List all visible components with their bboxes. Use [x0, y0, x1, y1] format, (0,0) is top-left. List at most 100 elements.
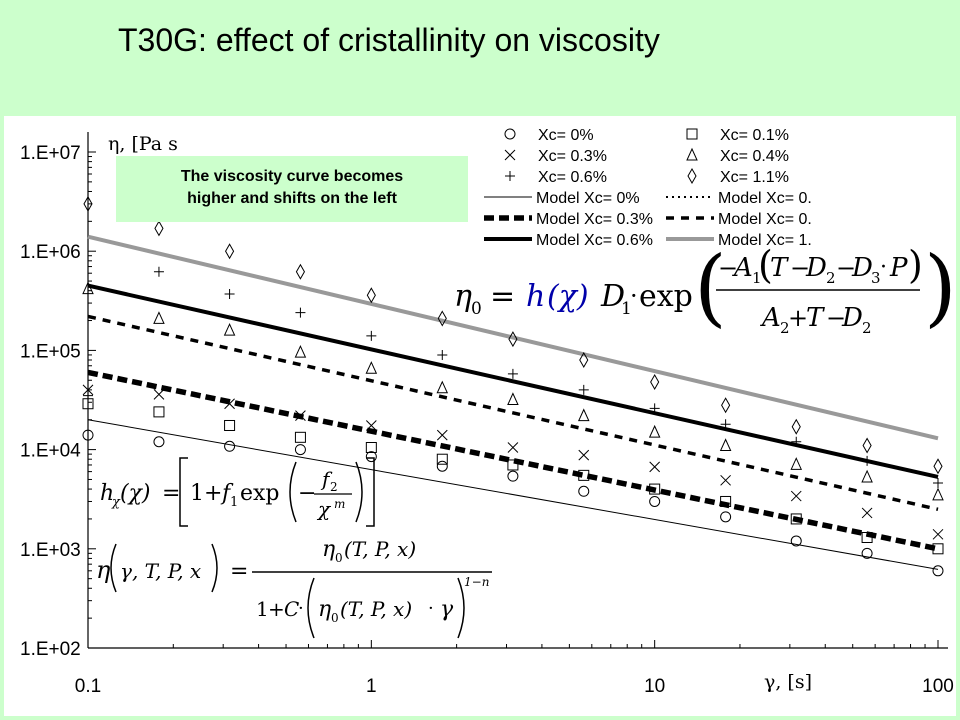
- svg-text:(χ): (χ): [120, 481, 151, 506]
- data-point: [790, 535, 802, 547]
- data-point: [365, 361, 378, 374]
- data-point: [507, 442, 519, 453]
- data-point: [153, 389, 165, 400]
- data-point: [648, 424, 661, 438]
- svg-text:exp: exp: [240, 481, 280, 506]
- svg-text:A: A: [732, 253, 753, 283]
- svg-text:·: ·: [298, 598, 304, 619]
- data-point: [436, 429, 448, 441]
- svg-text:): ): [908, 243, 923, 287]
- data-point: [82, 384, 94, 396]
- data-point: [153, 311, 165, 324]
- svg-text:(T, P, x): (T, P, x): [340, 597, 412, 621]
- svg-text:·: ·: [428, 598, 434, 619]
- x-tick-label: 0.1: [75, 676, 101, 697]
- data-point: [225, 243, 235, 260]
- legend-label: Xc= 0.3%: [538, 148, 607, 165]
- data-point: [719, 438, 732, 451]
- legend-marker: [505, 171, 515, 181]
- legend-label: Model Xc= 0.: [718, 211, 812, 228]
- model-line: [87, 234, 939, 441]
- data-point: [82, 281, 94, 295]
- y-tick-label: 1.E+05: [20, 341, 81, 362]
- svg-text:1−n: 1−n: [464, 575, 489, 589]
- data-point: [153, 406, 165, 418]
- data-point: [790, 490, 802, 502]
- svg-text:D: D: [600, 279, 625, 314]
- data-point: [578, 384, 589, 395]
- data-point: [578, 449, 590, 461]
- svg-text:2: 2: [330, 480, 338, 494]
- data-point: [294, 344, 307, 358]
- svg-text:(: (: [694, 238, 727, 336]
- svg-text:D: D: [805, 253, 827, 283]
- y-tick-label: 1.E+02: [20, 639, 81, 660]
- svg-text:η: η: [318, 597, 331, 622]
- legend-marker: [504, 128, 516, 140]
- data-point: [861, 531, 873, 543]
- data-point: [366, 330, 377, 341]
- data-point: [436, 460, 448, 472]
- svg-text:η: η: [454, 279, 472, 314]
- svg-text:−: −: [298, 481, 316, 506]
- svg-text:2: 2: [862, 319, 872, 337]
- y-axis-label: η, [Pa s: [108, 133, 178, 155]
- data-point: [224, 398, 235, 410]
- data-point: [862, 455, 873, 466]
- legend-label: Xc= 0.6%: [538, 169, 607, 186]
- data-point: [933, 478, 943, 489]
- model-line: [87, 314, 939, 512]
- svg-text:T: T: [806, 303, 825, 333]
- svg-text:P: P: [889, 253, 908, 283]
- data-point: [294, 444, 306, 456]
- svg-text:A: A: [760, 303, 781, 333]
- legend-marker: [686, 128, 698, 140]
- x-tick-label: 1: [366, 676, 377, 697]
- svg-text:T: T: [770, 253, 789, 283]
- svg-text:γ: γ: [440, 597, 454, 622]
- y-tick-label: 1.E+03: [20, 540, 81, 561]
- data-point: [932, 543, 944, 555]
- data-point: [295, 263, 306, 280]
- svg-text:2: 2: [826, 269, 836, 287]
- x-tick-label: 10: [644, 676, 665, 697]
- slide-title: T30G: effect of cristallinity on viscosi…: [118, 22, 660, 58]
- legend-label: Xc= 0.4%: [720, 148, 789, 165]
- svg-text:D: D: [851, 253, 873, 283]
- data-point: [224, 289, 235, 300]
- data-point: [224, 440, 236, 452]
- x-tick-label: 100: [922, 676, 954, 697]
- data-point: [507, 392, 519, 405]
- svg-text:η: η: [96, 556, 111, 584]
- data-point: [649, 483, 661, 495]
- svg-text:C: C: [284, 597, 299, 621]
- y-tick-label: 1.E+06: [20, 242, 81, 263]
- data-point: [578, 485, 590, 497]
- svg-text:+: +: [268, 597, 285, 621]
- legend-marker: [504, 149, 516, 161]
- legend-marker: [687, 167, 697, 185]
- svg-text:0: 0: [471, 299, 482, 319]
- data-point: [649, 461, 661, 473]
- data-point: [295, 307, 306, 318]
- data-point: [365, 441, 377, 453]
- svg-text:1: 1: [256, 597, 269, 621]
- svg-text:1: 1: [230, 495, 238, 510]
- svg-text:=: =: [230, 559, 248, 584]
- model-line: [87, 369, 939, 552]
- data-point: [436, 380, 449, 394]
- data-point: [83, 390, 93, 401]
- legend: Xc= 0% Xc= 0.1% Xc= 0.3% Xc= 0.4% Xc= 0.6% Xc…: [484, 127, 812, 249]
- svg-text:h: h: [100, 481, 114, 506]
- data-point: [82, 429, 94, 441]
- svg-text:): ): [924, 238, 956, 336]
- data-point: [650, 374, 660, 391]
- equation-viscosity: η γ, T, P, x = η 0 (T, P, x) 1 + C · η 0…: [96, 537, 492, 639]
- svg-text:(T, P, x): (T, P, x): [344, 537, 416, 561]
- svg-text:−: −: [826, 304, 846, 332]
- data-point: [861, 507, 873, 519]
- data-point: [932, 487, 944, 501]
- legend-label: Model Xc= 0.3%: [536, 211, 653, 228]
- legend-label: Xc= 1.1%: [720, 169, 789, 186]
- data-point: [790, 513, 802, 525]
